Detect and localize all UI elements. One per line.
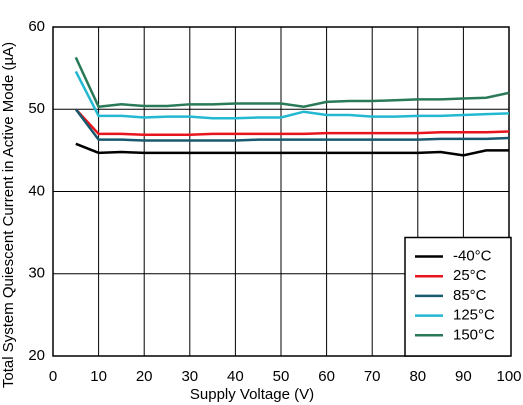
legend-label: 125°C <box>453 307 495 324</box>
x-tick-label: 10 <box>90 368 107 385</box>
legend-label: 150°C <box>453 326 495 343</box>
legend-label: 85°C <box>453 287 487 304</box>
x-tick-label: 50 <box>273 368 290 385</box>
x-tick-label: 30 <box>181 368 198 385</box>
plot-frame <box>52 26 510 357</box>
x-tick-label: 90 <box>455 368 472 385</box>
y-tick-label: 20 <box>28 347 45 364</box>
x-tick-label: 20 <box>136 368 153 385</box>
y-tick-label: 40 <box>28 182 45 199</box>
x-tick-label: 0 <box>49 368 57 385</box>
series-line <box>74 108 510 136</box>
x-tick-label: 40 <box>227 368 244 385</box>
series-line <box>74 70 510 120</box>
x-tick-label: 100 <box>496 368 521 385</box>
y-axis-label: Total System Quiescent Current in Active… <box>0 42 17 388</box>
x-tick-label: 60 <box>318 368 335 385</box>
legend-label: -40°C <box>453 247 492 264</box>
x-axis-label: Supply Voltage (V) <box>190 386 314 403</box>
y-tick-label: 50 <box>28 100 45 117</box>
series-line <box>74 56 510 109</box>
x-tick-label: 70 <box>364 368 381 385</box>
x-tick-label: 80 <box>409 368 426 385</box>
series-line <box>75 142 509 157</box>
series-line <box>74 108 510 142</box>
legend-label: 25°C <box>453 267 487 284</box>
y-tick-label: 60 <box>28 18 45 35</box>
y-tick-label: 30 <box>28 265 45 282</box>
